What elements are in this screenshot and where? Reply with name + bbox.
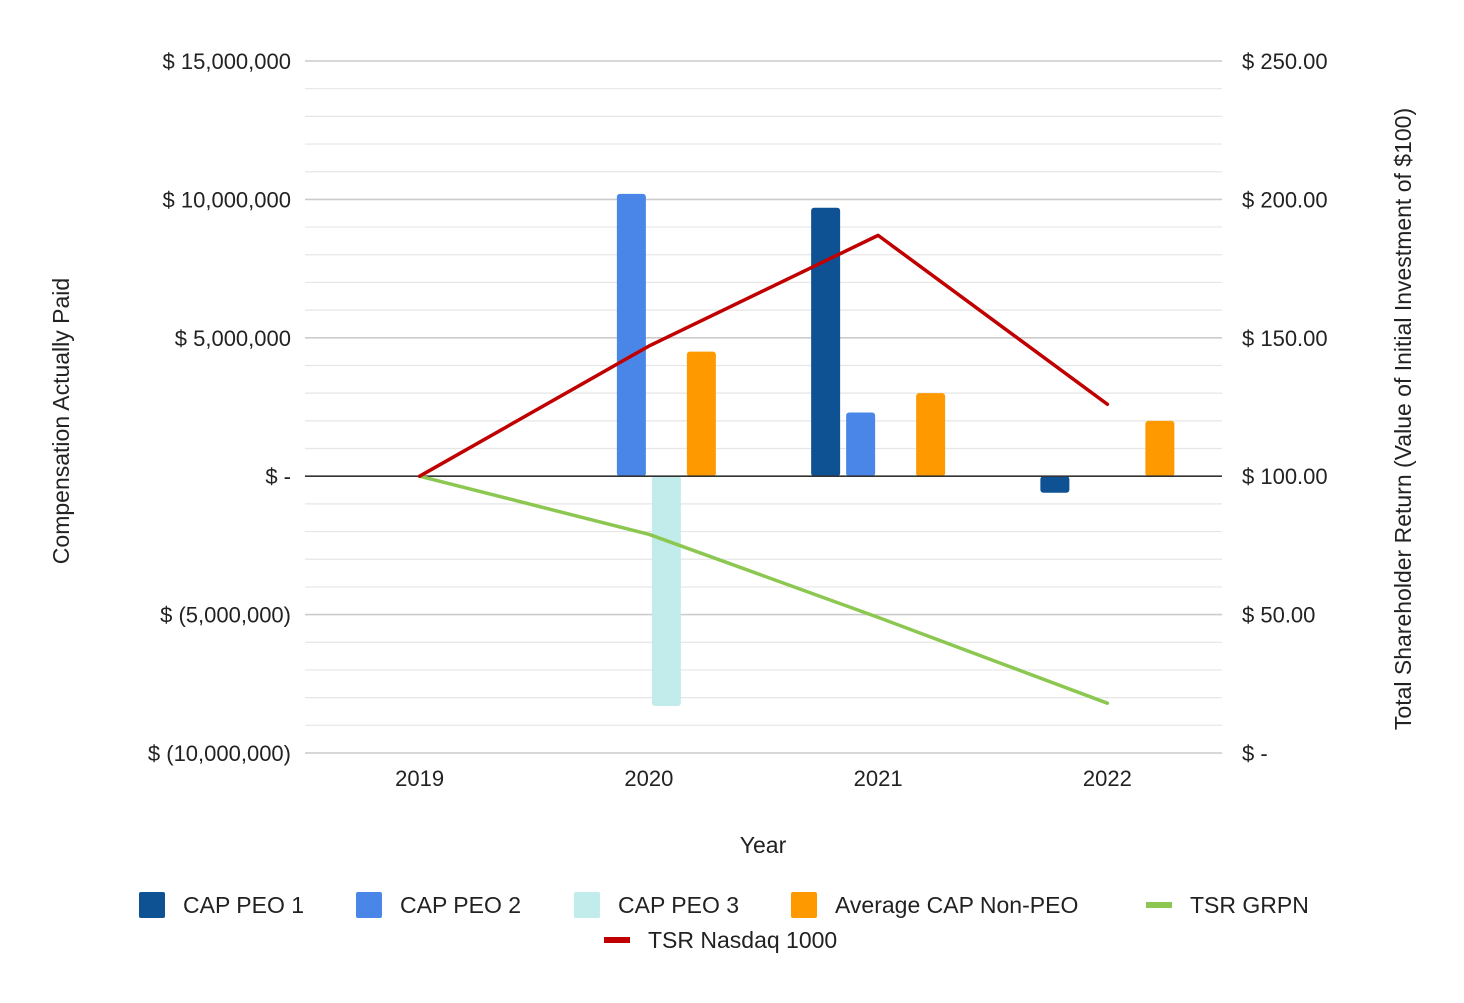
legend-label-tsr-nasdaq-1000: TSR Nasdaq 1000	[648, 927, 837, 953]
tsr-lines	[417, 233, 1110, 705]
legend-swatch-cap-peo-3	[574, 892, 600, 918]
legend-label-average-cap-non-peo: Average CAP Non-PEO	[835, 892, 1078, 918]
right-tick-label: $ 50.00	[1242, 603, 1315, 628]
bars	[616, 193, 1175, 706]
legend-label-cap-peo-2: CAP PEO 2	[400, 892, 521, 918]
bar-average-cap-non-peo-2021	[916, 393, 946, 477]
legend-label-tsr-grpn: TSR GRPN	[1190, 892, 1309, 918]
legend-label-cap-peo-3: CAP PEO 3	[618, 892, 739, 918]
bar-cap-peo-3-2020	[651, 476, 681, 706]
left-tick-label: $ 15,000,000	[163, 49, 291, 74]
right-axis-ticks: $ 250.00 $ 200.00 $ 150.00 $ 100.00 $ 50.00 $…	[1242, 49, 1328, 766]
bar-cap-peo-2-2020	[616, 193, 646, 477]
x-tick-label: 2021	[854, 766, 903, 791]
right-tick-label: $ 150.00	[1242, 326, 1328, 351]
legend-swatch-cap-peo-2	[356, 892, 382, 918]
legend-swatch-tsr-nasdaq-1000	[604, 937, 630, 943]
right-tick-label: $ 100.00	[1242, 464, 1328, 489]
left-tick-label: $ 10,000,000	[163, 187, 291, 212]
bar-cap-peo-2-2021	[846, 412, 876, 477]
legend-swatch-average-cap-non-peo	[791, 892, 817, 918]
legend-swatch-tsr-grpn	[1146, 902, 1172, 908]
left-tick-label: $ 5,000,000	[175, 326, 291, 351]
legend-swatch-cap-peo-1	[139, 892, 165, 918]
bar-average-cap-non-peo-2022	[1145, 420, 1175, 477]
left-tick-label: $ (5,000,000)	[160, 603, 291, 628]
x-tick-label: 2022	[1083, 766, 1132, 791]
right-axis-title: Total Shareholder Return (Value of Initi…	[1390, 108, 1416, 730]
x-axis-title: Year	[740, 832, 787, 858]
line-tsr-grpn	[417, 474, 1110, 705]
right-tick-label: $ -	[1242, 741, 1268, 766]
left-axis-title: Compensation Actually Paid	[48, 278, 74, 564]
x-axis-ticks: 2019 2020 2021 2022	[395, 766, 1132, 791]
legend-label-cap-peo-1: CAP PEO 1	[183, 892, 304, 918]
legend: CAP PEO 1 CAP PEO 2 CAP PEO 3 Average CAP N…	[139, 892, 1309, 953]
line-tsr-nasdaq-1000	[417, 233, 1110, 478]
left-tick-label: $ -	[265, 464, 291, 489]
x-tick-label: 2019	[395, 766, 444, 791]
x-tick-label: 2020	[624, 766, 673, 791]
right-tick-label: $ 200.00	[1242, 187, 1328, 212]
left-axis-ticks: $ 15,000,000 $ 10,000,000 $ 5,000,000 $ - $ …	[148, 49, 291, 766]
bar-cap-peo-1-2022	[1040, 476, 1070, 493]
bar-average-cap-non-peo-2020	[686, 351, 716, 477]
bar-cap-peo-1-2021	[811, 207, 841, 477]
right-tick-label: $ 250.00	[1242, 49, 1328, 74]
gridlines	[305, 60, 1222, 754]
left-tick-label: $ (10,000,000)	[148, 741, 291, 766]
